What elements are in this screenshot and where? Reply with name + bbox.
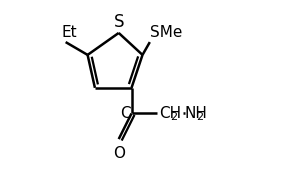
Text: O: O — [113, 146, 125, 161]
Text: S: S — [113, 13, 124, 31]
Text: NH: NH — [185, 106, 207, 121]
Text: C: C — [120, 106, 131, 121]
Text: 2: 2 — [170, 113, 178, 122]
Text: Et: Et — [62, 25, 78, 40]
Text: SMe: SMe — [150, 25, 182, 40]
Text: CH: CH — [159, 106, 181, 121]
Text: 2: 2 — [196, 113, 203, 122]
